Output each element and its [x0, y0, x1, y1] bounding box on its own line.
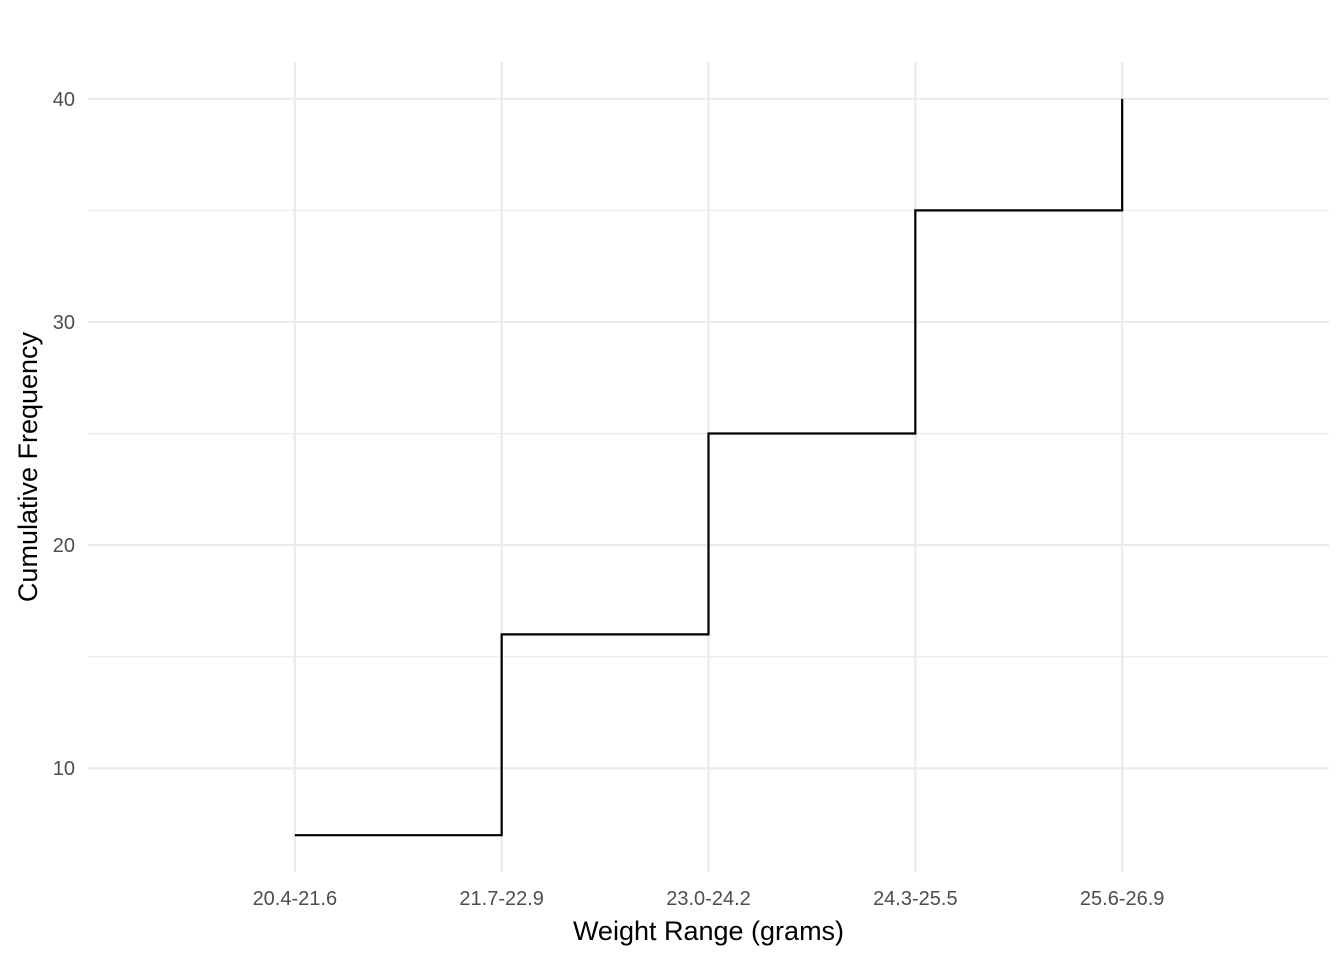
x-axis-title: Weight Range (grams) — [573, 916, 844, 946]
x-tick-label: 25.6-26.9 — [1080, 888, 1165, 910]
y-axis-title: Cumulative Frequency — [13, 331, 43, 602]
y-axis-ticks: 10 20 30 40 — [53, 89, 75, 780]
x-tick-label: 20.4-21.6 — [253, 888, 338, 910]
y-tick-label: 10 — [53, 758, 75, 780]
step-line-series — [294, 98, 1124, 837]
y-tick-label: 40 — [53, 89, 75, 111]
x-tick-label: 24.3-25.5 — [873, 888, 958, 910]
y-tick-label: 20 — [53, 535, 75, 557]
x-tick-label: 23.0-24.2 — [666, 888, 751, 910]
x-axis-ticks: 20.4-21.6 21.7-22.9 23.0-24.2 24.3-25.5 25.6… — [253, 888, 1165, 910]
y-tick-label: 30 — [53, 312, 75, 334]
x-tick-label: 21.7-22.9 — [459, 888, 544, 910]
